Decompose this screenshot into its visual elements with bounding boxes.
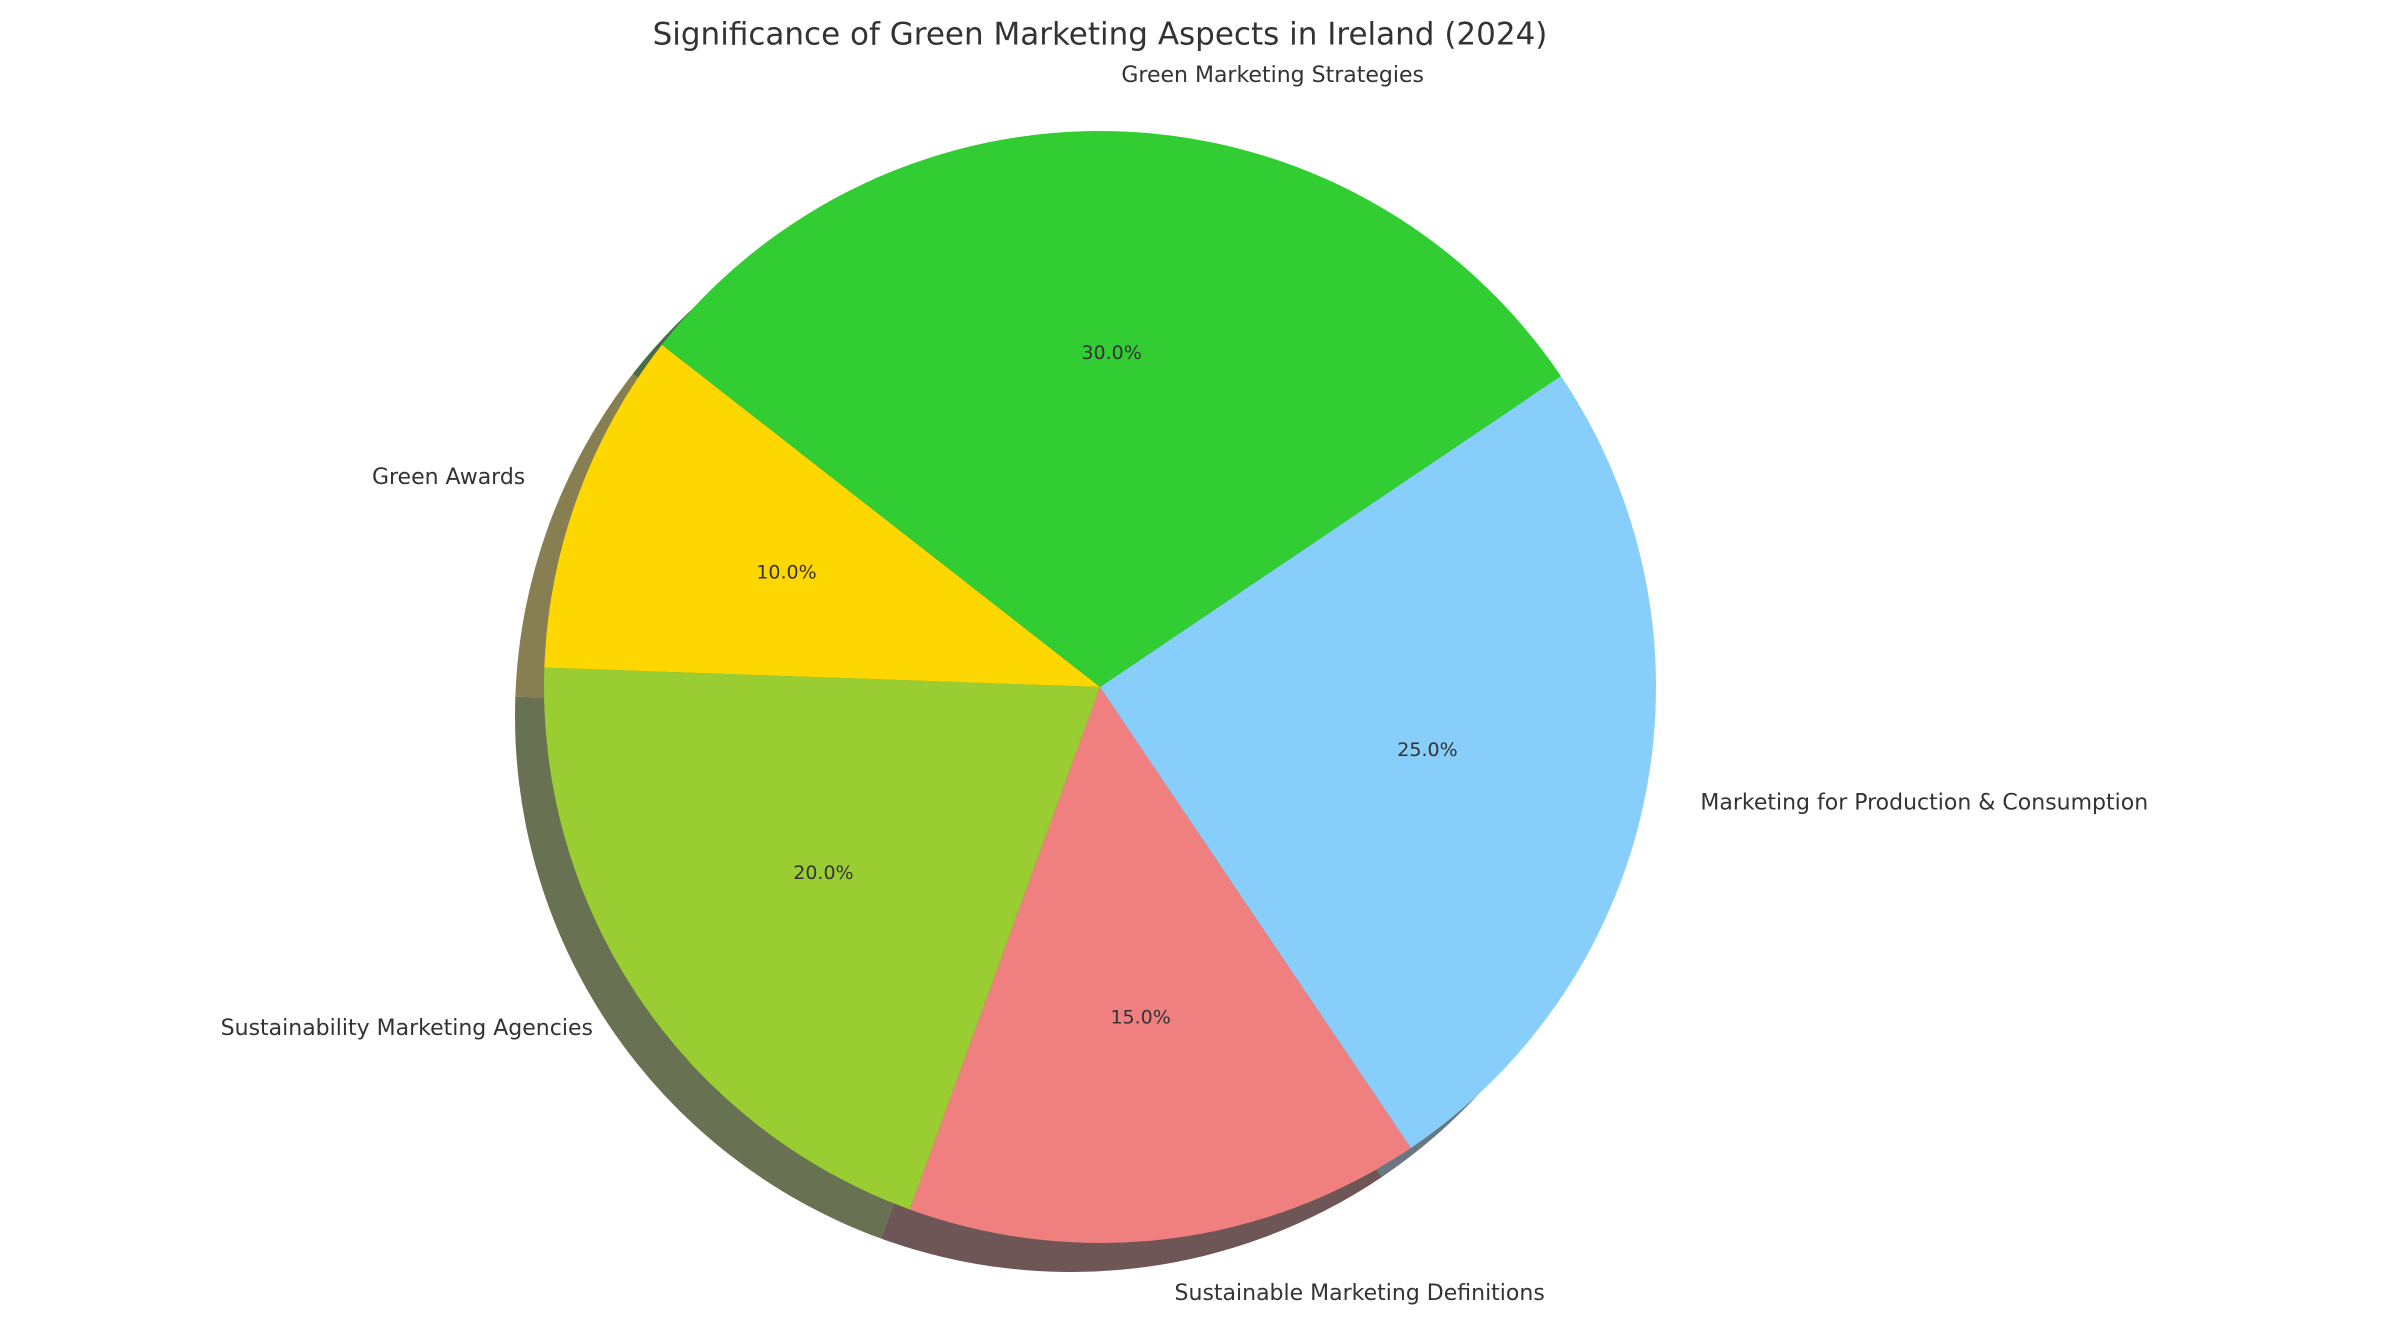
wedge xyxy=(1100,376,1657,1148)
slice-label: Green Marketing Strategies xyxy=(1121,63,1424,88)
slice-label: Sustainability Marketing Agencies xyxy=(221,1016,593,1041)
slice-label: Marketing for Production & Consumption xyxy=(1700,791,2148,816)
percent-label: 15.0% xyxy=(1110,1007,1170,1029)
percent-label: 10.0% xyxy=(756,561,816,583)
slice-label: Green Awards xyxy=(372,465,525,490)
wedge xyxy=(544,667,1100,1210)
wedge xyxy=(661,130,1561,687)
percent-label: 20.0% xyxy=(793,862,853,884)
wedge xyxy=(544,344,1100,687)
chart-title: Significance of Green Marketing Aspects … xyxy=(653,17,1548,53)
slice-label: Sustainable Marketing Definitions xyxy=(1175,1281,1545,1306)
percent-label: 30.0% xyxy=(1081,342,1141,364)
wedge xyxy=(909,687,1411,1244)
percent-label: 25.0% xyxy=(1397,739,1457,761)
